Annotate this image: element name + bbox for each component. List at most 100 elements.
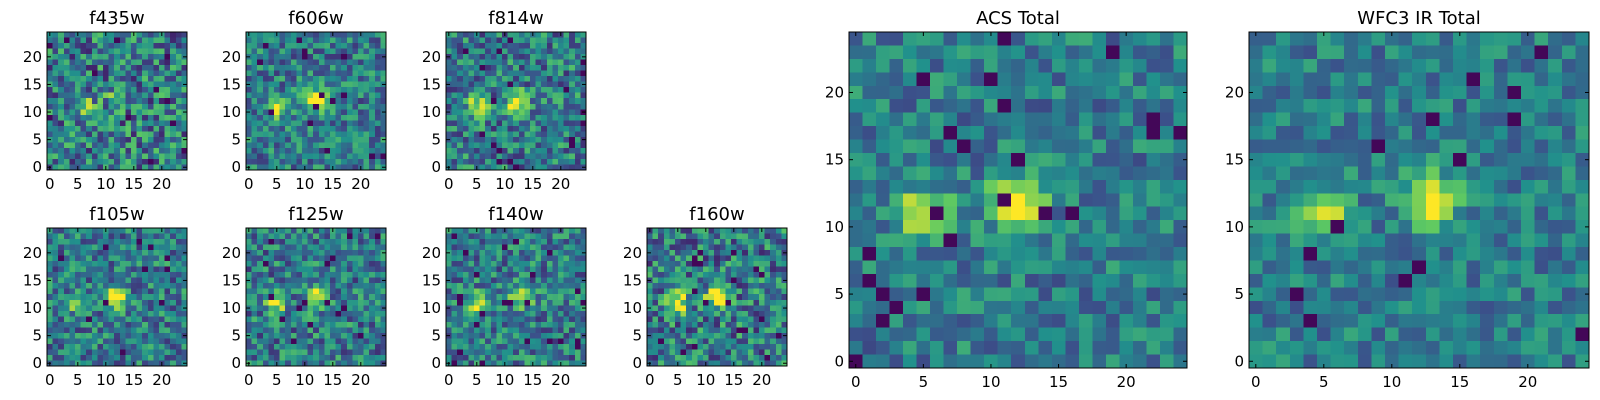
heatmap-cell [736, 299, 743, 306]
heatmap-cell [1051, 72, 1066, 87]
heatmap-cell [175, 76, 182, 83]
y-tick-label: 15 [623, 271, 642, 289]
y-tick-label: 10 [222, 299, 241, 317]
heatmap-cell [552, 43, 559, 49]
heatmap-cell [80, 98, 87, 105]
heatmap-cell [69, 76, 76, 83]
heatmap-cell [496, 92, 503, 99]
heatmap-cell [52, 158, 59, 165]
heatmap-cell [518, 70, 525, 77]
heatmap-cell [86, 147, 93, 154]
heatmap-cell [80, 59, 87, 66]
heatmap-cell [58, 349, 65, 356]
heatmap-cell [86, 316, 93, 323]
panel-title: f105w [89, 204, 144, 225]
heatmap-cell [251, 120, 258, 127]
heatmap-cell [1105, 99, 1120, 113]
heatmap-cell [759, 332, 765, 339]
heatmap-cell [318, 332, 325, 339]
y-tick-label: 0 [32, 354, 42, 372]
heatmap-cell [119, 272, 126, 279]
heatmap-cell [279, 255, 286, 262]
heatmap-cell [131, 125, 137, 132]
heatmap-cell [652, 283, 659, 290]
heatmap-cell [574, 244, 581, 251]
heatmap-cell [546, 316, 553, 323]
heatmap-cell [75, 305, 81, 312]
heatmap-cell [496, 305, 503, 312]
heatmap-cell [147, 349, 154, 356]
heatmap-cell [302, 255, 308, 262]
heatmap-cell [341, 343, 348, 350]
heatmap-cell [574, 272, 581, 279]
heatmap-cell [479, 272, 486, 279]
heatmap-cell [352, 125, 359, 132]
x-tick-label: 15 [724, 371, 743, 389]
heatmap-cell [296, 288, 303, 295]
heatmap-cell [518, 120, 525, 127]
heatmap-cell [957, 193, 972, 208]
heatmap-cell [1173, 193, 1188, 208]
heatmap-cell [97, 153, 104, 160]
heatmap-cell [513, 131, 520, 138]
heatmap-cell [691, 288, 698, 295]
heatmap-cell [302, 321, 308, 328]
heatmap-cell [69, 114, 76, 121]
heatmap-cell [285, 244, 292, 251]
heatmap-cell [446, 321, 452, 328]
heatmap-cell [770, 343, 777, 350]
heatmap-cell [80, 250, 87, 256]
heatmap-cell [318, 81, 325, 88]
heatmap-cell [136, 272, 143, 279]
heatmap-cell [363, 228, 370, 234]
heatmap-cell [764, 239, 771, 245]
heatmap-cell [142, 120, 149, 127]
heatmap-cell [52, 136, 59, 143]
heatmap-cell [731, 338, 737, 345]
heatmap-cell [496, 277, 503, 284]
heatmap-cell [697, 277, 704, 284]
heatmap-cell [69, 37, 76, 44]
heatmap-cell [108, 233, 115, 240]
heatmap-cell [246, 266, 252, 273]
heatmap-cell [490, 153, 497, 160]
heatmap-cell [490, 266, 497, 273]
heatmap-cell [257, 65, 264, 71]
heatmap-cell [330, 54, 336, 60]
heatmap-cell [753, 233, 760, 240]
heatmap-cell [358, 250, 364, 256]
heatmap-cell [781, 321, 788, 328]
heatmap-cell [686, 360, 693, 367]
heatmap-cell [75, 327, 81, 334]
heatmap-cell [103, 272, 109, 279]
heatmap-cell [58, 92, 65, 99]
heatmap-cell [63, 321, 70, 328]
heatmap-cell [569, 37, 576, 44]
heatmap-cell [546, 244, 553, 251]
heatmap-cell [164, 261, 171, 267]
heatmap-cell [507, 272, 514, 279]
heatmap-cell [546, 37, 553, 44]
heatmap-cell [943, 32, 958, 46]
heatmap-cell [1173, 139, 1188, 154]
heatmap-cell [341, 109, 348, 116]
heatmap-cell [181, 114, 188, 121]
heatmap-cell [257, 354, 264, 361]
heatmap-cell [246, 153, 252, 160]
heatmap-cell [363, 109, 370, 116]
heatmap-cell [1119, 72, 1134, 87]
heatmap-cell [468, 299, 475, 306]
heatmap-cell [574, 310, 581, 317]
heatmap-cell [335, 158, 342, 165]
heatmap-cell [563, 76, 570, 83]
heatmap-cell [457, 43, 464, 49]
heatmap-cell [541, 343, 548, 350]
heatmap-cell [125, 164, 132, 171]
heatmap-cell [703, 321, 709, 328]
heatmap-cell [574, 81, 581, 88]
heatmap-cell [876, 112, 890, 127]
heatmap-cell [446, 114, 452, 121]
heatmap-cell [957, 85, 972, 100]
heatmap-cell [69, 338, 76, 345]
heatmap-cell [125, 120, 132, 127]
